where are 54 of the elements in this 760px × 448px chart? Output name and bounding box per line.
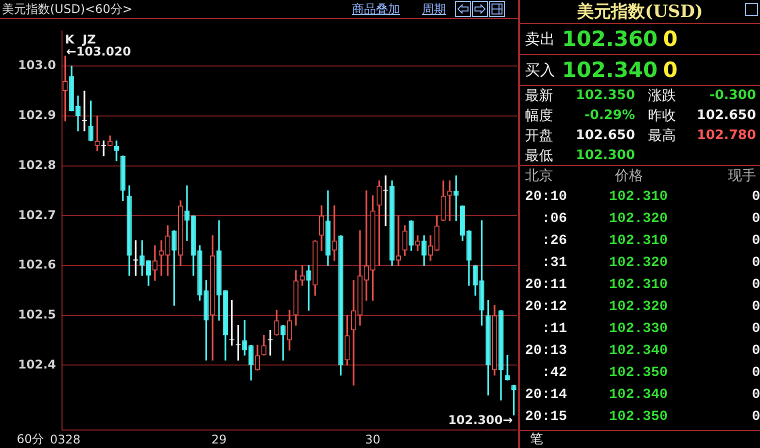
- text: 现手: [728, 167, 756, 186]
- text: 102.350: [576, 87, 635, 105]
- text: 102.780: [696, 127, 756, 145]
- y-tick-label: 102.4: [18, 357, 56, 372]
- y-tick-label: 102.7: [18, 208, 56, 222]
- text: 开盘: [525, 127, 553, 146]
- text: :11 102.330 0: [542, 321, 760, 337]
- y-tick-label: 103.0: [18, 58, 56, 72]
- text: 102.340: [562, 57, 658, 84]
- text: 北京: [525, 167, 553, 186]
- text: 最高: [648, 127, 676, 146]
- x-axis-title: 60分: [16, 432, 44, 446]
- text: 20:10 102.310 0: [525, 189, 760, 205]
- text: 20:11 102.310 0: [525, 277, 760, 293]
- text: 最低: [525, 147, 553, 166]
- x-tick-label: 29: [211, 432, 227, 446]
- annotation: 102.300→: [448, 413, 513, 428]
- text: :31 102.320 0: [542, 255, 760, 271]
- text: 卖出: [525, 29, 555, 50]
- chart-title: 美元指数(USD)<60分>: [2, 1, 132, 18]
- text: -0.300: [709, 87, 756, 105]
- text: 笔: [530, 431, 543, 448]
- candlestick: [396, 215, 402, 266]
- text: 102.300: [576, 147, 635, 165]
- y-tick-label: 102.6: [18, 258, 56, 272]
- candlestick: [114, 140, 120, 162]
- text: 102.360: [562, 26, 658, 53]
- text: :06 102.320 0: [542, 211, 760, 227]
- text: 商品叠加: [352, 1, 400, 18]
- text: 20:14 102.340 0: [525, 387, 760, 403]
- text: 幅度: [525, 107, 553, 126]
- y-tick-label: 102.5: [18, 307, 56, 322]
- text: 102.650: [696, 107, 756, 125]
- text: :42 102.350 0: [542, 365, 760, 381]
- text: 102.650: [576, 127, 635, 145]
- text: 周期: [422, 1, 446, 18]
- text: -0.29%: [584, 107, 635, 125]
- text: 涨跌: [648, 87, 676, 106]
- annotation: K JZ: [65, 32, 96, 46]
- text: :26 102.310 0: [542, 233, 760, 249]
- text: 价格: [615, 167, 643, 186]
- text: 20:13 102.340 0: [525, 343, 760, 359]
- y-tick-label: 102.9: [18, 108, 56, 122]
- text: 20:15 102.350 0: [525, 409, 760, 425]
- text: 美元指数(USD): [520, 0, 760, 24]
- text: 最新: [525, 87, 553, 106]
- y-tick-label: 102.8: [18, 158, 56, 172]
- text: 0: [663, 57, 678, 84]
- x-tick-label: 30: [365, 432, 380, 446]
- text: 0: [663, 26, 678, 53]
- text: 买入: [525, 60, 555, 81]
- x-tick-label: 0328: [50, 432, 80, 446]
- text: 昨收: [648, 107, 676, 126]
- text: 20:12 102.320 0: [525, 299, 760, 315]
